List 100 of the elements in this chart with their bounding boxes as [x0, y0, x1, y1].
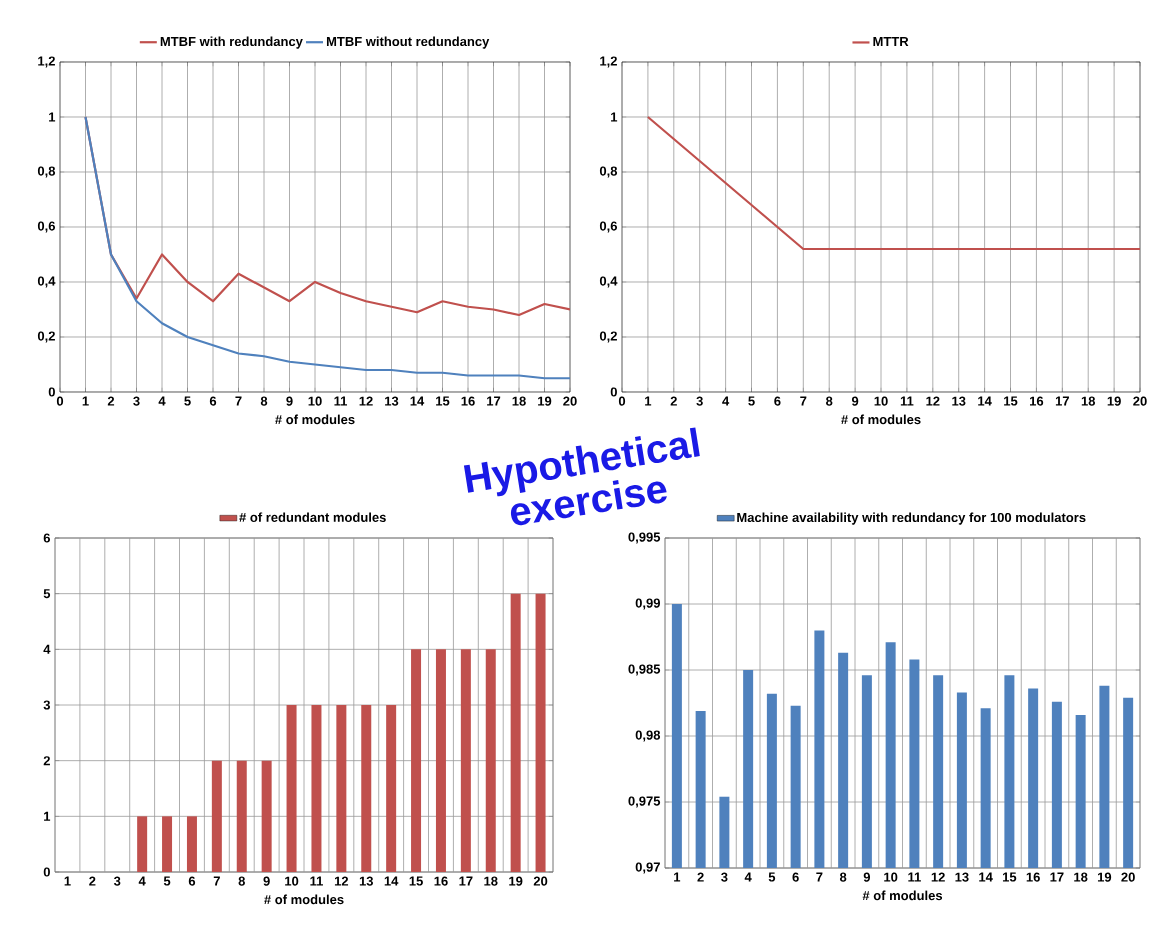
y-tick-label: 0,8	[599, 166, 618, 178]
x-tick-label: 10	[308, 396, 322, 406]
x-tick-label: 14	[384, 876, 399, 886]
x-tick-label: 8	[238, 876, 245, 886]
x-tick-label: 15	[1004, 396, 1018, 406]
x-tick-label: 19	[509, 876, 523, 886]
x-tick-label: 19	[1097, 872, 1112, 882]
x-tick-label: 9	[286, 396, 293, 406]
bar	[186, 816, 197, 872]
y-tick-label: 5	[43, 589, 51, 599]
y-tick-label: 0,98	[635, 730, 661, 742]
bar	[261, 760, 272, 872]
y-tick-label: 0,4	[37, 276, 56, 288]
x-tick-label: 5	[768, 872, 776, 882]
x-tick-label: 11	[334, 396, 348, 406]
x-tick-label: 17	[1055, 396, 1069, 406]
y-tick-label: 0,2	[37, 331, 55, 343]
x-tick-label: 7	[213, 876, 220, 886]
x-axis-title: # of modules	[275, 414, 355, 425]
y-tick-label: 0	[48, 387, 55, 397]
bar	[510, 593, 521, 872]
x-tick-label: 3	[696, 396, 703, 406]
x-tick-label: 12	[359, 396, 373, 406]
x-tick-label: 13	[952, 396, 966, 406]
y-tick-label: 0,995	[628, 532, 661, 544]
x-tick-label: 13	[385, 396, 399, 406]
x-tick-label: 2	[670, 396, 677, 406]
y-tick-label: 4	[43, 644, 51, 654]
x-tick-label: 7	[800, 396, 807, 406]
x-tick-label: 8	[839, 872, 847, 882]
y-tick-label: 0,6	[37, 221, 55, 233]
x-tick-label: 14	[979, 872, 993, 882]
x-tick-label: 16	[1026, 872, 1040, 882]
x-tick-label: 9	[851, 396, 859, 406]
x-tick-label: 15	[1002, 872, 1017, 882]
y-tick-label: 3	[43, 700, 50, 710]
y-tick-label: 1	[49, 112, 56, 122]
legend-label: MTBF with redundancy	[160, 36, 303, 49]
x-tick-label: 11	[908, 872, 921, 882]
x-tick-label: 1	[82, 396, 89, 406]
x-tick-label: 4	[744, 872, 752, 882]
x-tick-label: 17	[459, 876, 473, 886]
x-tick-label: 10	[884, 872, 898, 882]
x-tick-label: 1	[674, 872, 681, 882]
x-tick-label: 20	[1133, 396, 1147, 406]
x-tick-label: 4	[138, 876, 146, 886]
x-tick-label: 4	[158, 396, 166, 406]
x-tick-label: 0	[618, 396, 626, 406]
x-tick-label: 5	[748, 396, 755, 406]
x-tick-label: 6	[774, 396, 781, 406]
x-tick-label: 10	[285, 876, 299, 886]
x-tick-label: 20	[563, 396, 577, 406]
y-tick-label: 0,985	[628, 664, 661, 676]
x-tick-label: 13	[359, 876, 374, 886]
x-tick-label: 3	[133, 396, 140, 406]
bar	[137, 816, 148, 872]
bar	[311, 705, 322, 872]
y-tick-label: 2	[43, 756, 50, 766]
bar	[386, 705, 397, 872]
x-tick-label: 12	[334, 876, 349, 886]
y-tick-label: 0	[610, 387, 617, 397]
bar	[211, 760, 222, 872]
x-tick-label: 18	[512, 396, 526, 406]
y-tick-label: 1,2	[600, 56, 617, 68]
x-tick-label: 10	[874, 396, 888, 406]
x-tick-label: 5	[184, 396, 191, 406]
x-tick-label: 3	[721, 872, 728, 882]
x-tick-label: 15	[436, 396, 450, 406]
x-tick-label: 5	[163, 876, 171, 886]
x-tick-label: 11	[310, 876, 323, 886]
y-tick-label: 0,4	[599, 276, 618, 288]
legend-label: MTTR	[873, 37, 909, 46]
x-tick-label: 14	[410, 396, 425, 406]
x-axis-title: # of modules	[841, 414, 921, 425]
x-tick-label: 9	[263, 876, 270, 886]
y-tick-label: 1,2	[38, 56, 55, 68]
x-tick-label: 6	[209, 396, 217, 406]
x-tick-label: 8	[260, 396, 268, 406]
x-axis-title: # of modules	[862, 890, 943, 901]
x-tick-label: 19	[538, 396, 552, 406]
y-tick-label: 6	[43, 533, 50, 543]
x-tick-label: 4	[722, 396, 730, 406]
x-tick-label: 7	[816, 872, 823, 882]
y-tick-label: 0,975	[628, 796, 661, 808]
x-tick-label: 2	[107, 396, 115, 406]
x-tick-label: 18	[1081, 396, 1096, 406]
x-tick-label: 7	[235, 396, 242, 406]
x-tick-label: 11	[900, 396, 914, 406]
y-tick-label: 1	[611, 112, 618, 122]
x-tick-label: 16	[434, 876, 448, 886]
bar	[236, 760, 247, 872]
bar	[361, 705, 372, 872]
x-tick-label: 17	[487, 396, 501, 406]
bar	[460, 649, 471, 872]
x-tick-label: 15	[409, 876, 423, 886]
x-tick-label: 16	[461, 396, 475, 406]
x-tick-label: 2	[697, 872, 704, 882]
y-tick-label: 0,99	[635, 598, 660, 610]
x-tick-label: 14	[978, 396, 992, 406]
bar	[286, 705, 297, 872]
